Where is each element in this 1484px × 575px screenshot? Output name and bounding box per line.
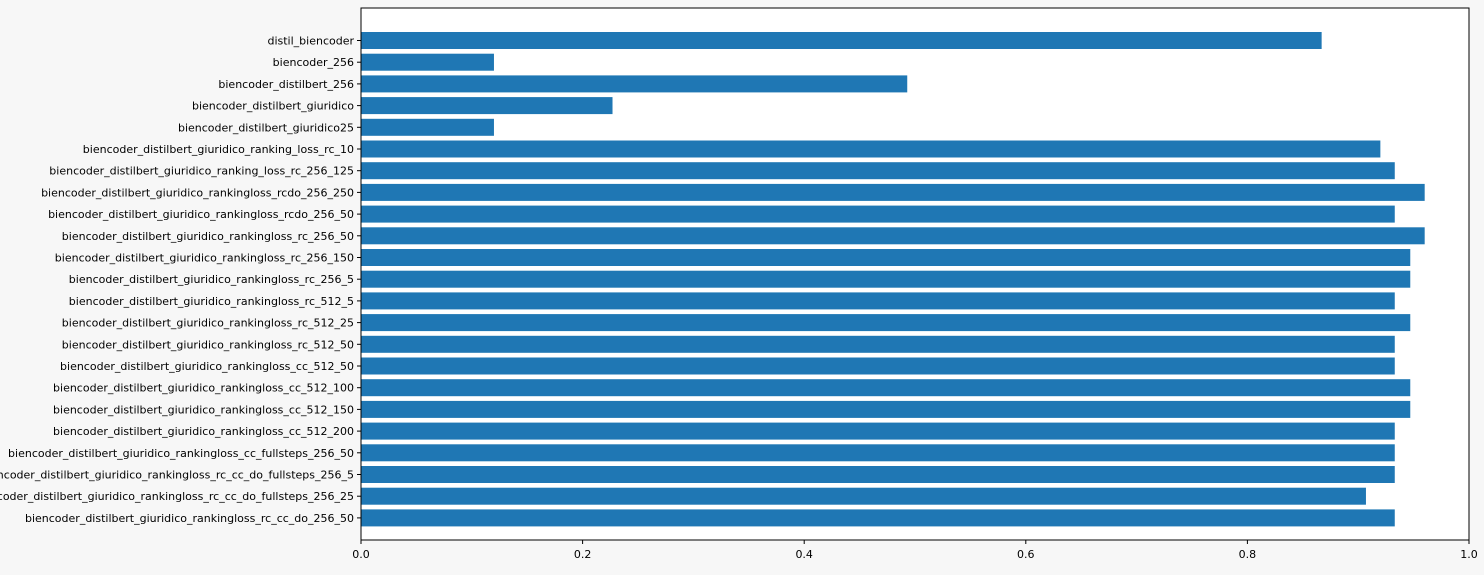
bar: [361, 227, 1425, 245]
category-label: biencoder_distilbert_giuridico_rankinglo…: [60, 360, 354, 373]
bar: [361, 249, 1411, 266]
x-axis-ticks: 0.0 0.2 0.4 0.6 0.8 1.0: [352, 540, 1478, 561]
bar: [361, 32, 1322, 49]
bar: [361, 335, 1395, 353]
bar: [361, 487, 1366, 505]
bar: [361, 183, 1425, 201]
plot-frame: [360, 7, 1470, 541]
category-label: biencoder_distilbert_giuridico_rankinglo…: [69, 273, 354, 286]
category-label: biencoder_distilbert_giuridico_rankinglo…: [69, 295, 354, 308]
category-label: biencoder_256: [273, 56, 354, 69]
bar: [361, 53, 494, 71]
category-label: biencoder_distilbert_giuridico_ranking_l…: [49, 165, 354, 178]
category-label: biencoder_distilbert_giuridico_rankinglo…: [62, 338, 354, 351]
category-label: biencoder_distilbert_giuridico_rankinglo…: [41, 186, 354, 199]
category-label: biencoder_distilbert_giuridico_rankinglo…: [55, 252, 354, 265]
bar: [361, 118, 494, 136]
bar: [361, 357, 1395, 375]
category-label: biencoder_distilbert_giuridico_rankinglo…: [53, 403, 354, 416]
bar: [361, 75, 908, 93]
bars-group: [361, 32, 1425, 527]
x-tick-label: 0.0: [352, 548, 370, 561]
category-label: biencoder_distilbert_giuridico_ranking_l…: [83, 143, 354, 156]
category-label: biencoder_distilbert_giuridico_rankinglo…: [0, 469, 354, 482]
category-label: biencoder_distilbert_giuridico_rankinglo…: [48, 208, 354, 221]
bar: [361, 379, 1411, 397]
category-label: biencoder_distilbert_giuridico25: [178, 121, 354, 134]
category-label: biencoder_distilbert_256: [218, 78, 354, 91]
category-label: biencoder_distilbert_giuridico_rankinglo…: [62, 230, 354, 243]
category-label: biencoder_distilbert_giuridico_rankinglo…: [62, 317, 354, 330]
category-label: biencoder_distilbert_giuridico: [192, 100, 354, 113]
bar: [361, 466, 1395, 483]
category-label: biencoder_distilbert_giuridico_rankinglo…: [0, 490, 354, 503]
category-labels: distil_biencoder biencoder_256 biencoder_d…: [0, 35, 361, 525]
category-label: distil_biencoder: [267, 35, 354, 48]
category-label: biencoder_distilbert_giuridico_rankinglo…: [8, 447, 354, 460]
bar: [361, 400, 1411, 418]
bar: [361, 162, 1395, 180]
x-tick-label: 0.2: [574, 548, 592, 561]
x-tick-label: 0.8: [1239, 548, 1257, 561]
bar: [361, 270, 1411, 288]
x-tick-label: 1.0: [1460, 548, 1478, 561]
bar: [361, 314, 1411, 332]
bar: [361, 205, 1395, 223]
category-label: biencoder_distilbert_giuridico_rankinglo…: [53, 382, 354, 395]
category-label: biencoder_distilbert_giuridico_rankinglo…: [53, 425, 354, 438]
x-tick-label: 0.4: [795, 548, 813, 561]
bar: [361, 422, 1395, 440]
bar: [361, 140, 1381, 158]
x-tick-label: 0.6: [1017, 548, 1035, 561]
category-label: biencoder_distilbert_giuridico_rankinglo…: [25, 512, 354, 525]
bar: [361, 97, 613, 115]
bar: [361, 292, 1395, 310]
bar: [361, 444, 1395, 462]
bar: [361, 509, 1395, 527]
